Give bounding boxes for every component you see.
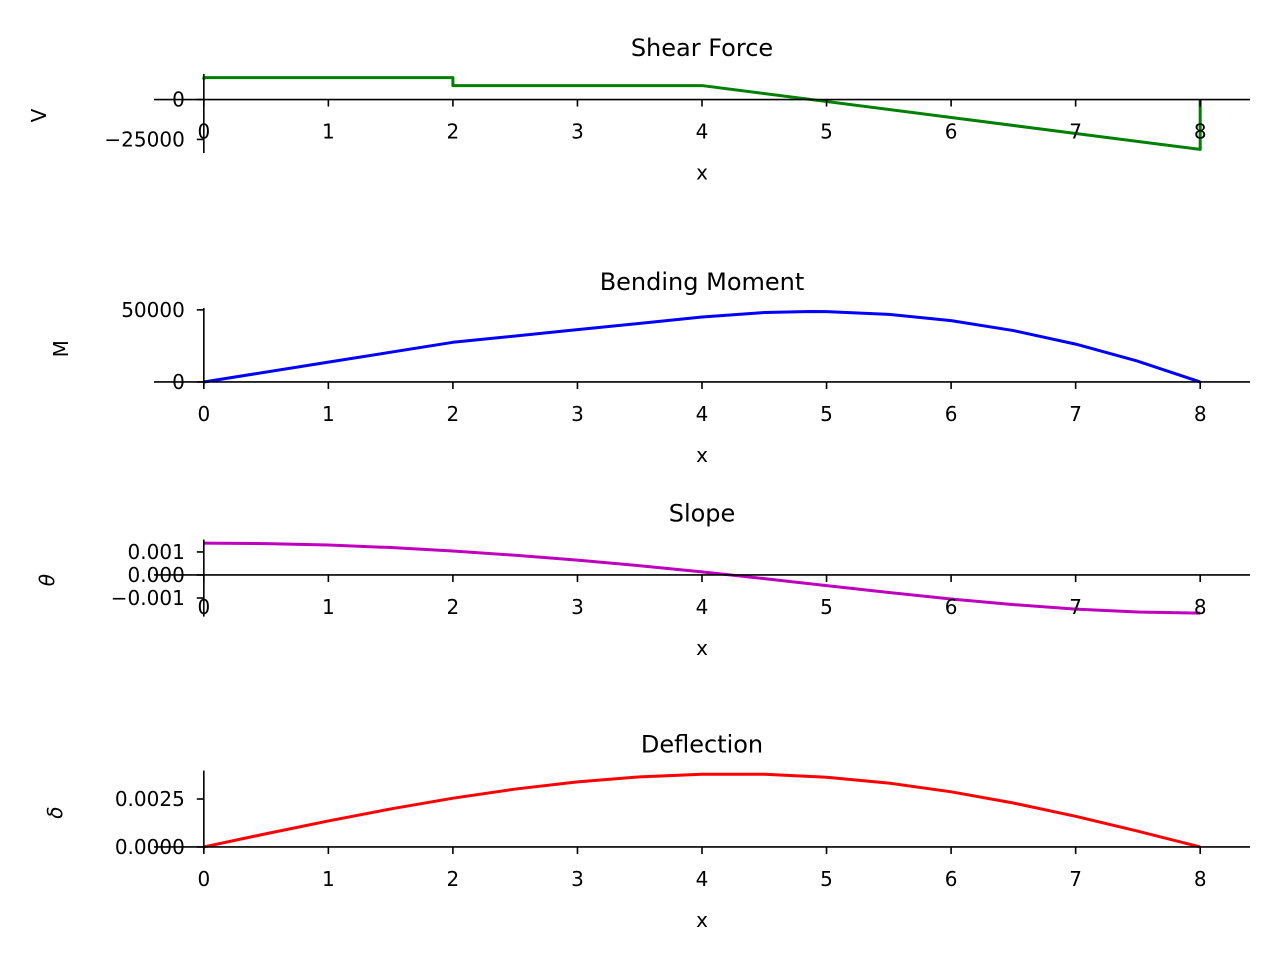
slope-y-axis-label: θ [35, 574, 59, 586]
deflection-series-line [203, 772, 1201, 849]
slope-y-tick-label: 0.001 [128, 540, 185, 564]
deflection-x-tick-label: 0 [197, 867, 210, 891]
deflection-x-tick-label: 4 [696, 867, 709, 891]
shear-x-tick-label: 3 [571, 120, 584, 144]
deflection-x-tick-label: 2 [447, 867, 460, 891]
deflection-x-tick-label: 1 [322, 867, 335, 891]
moment-x-tick-label: 5 [820, 402, 833, 426]
deflection-subplot: Deflection 0 1 2 3 4 5 6 7 8 0.0000 0.0025 x δ [43, 731, 1250, 932]
slope-y-tick-label: −0.001 [111, 586, 185, 610]
moment-y-tick-label: 50000 [121, 298, 185, 322]
moment-x-tick-label: 0 [197, 402, 210, 426]
deflection-x-tick-label: 7 [1069, 867, 1082, 891]
moment-title: Bending Moment [600, 268, 805, 296]
moment-series-line [203, 310, 1201, 384]
deflection-y-tick-label: 0.0000 [115, 835, 185, 859]
shear-x-tick-label: 1 [322, 120, 335, 144]
slope-x-tick-label: 0 [197, 595, 210, 619]
slope-title: Slope [669, 500, 736, 528]
shear-y-tick-label: 0 [172, 88, 185, 112]
slope-x-tick-label: 5 [820, 595, 833, 619]
shear-title: Shear Force [631, 34, 773, 62]
moment-x-tick-label: 2 [447, 402, 460, 426]
slope-x-tick-label: 4 [696, 595, 709, 619]
shear-x-tick-label: 4 [696, 120, 709, 144]
moment-y-tick-label: 0 [172, 370, 185, 394]
deflection-x-tick-label: 3 [571, 867, 584, 891]
moment-x-tick-label: 1 [322, 402, 335, 426]
slope-y-tick-label: 0.000 [128, 563, 185, 587]
deflection-x-tick-label: 8 [1194, 867, 1207, 891]
deflection-x-tick-label: 6 [945, 867, 958, 891]
shear-y-tick-label: −25000 [104, 127, 184, 151]
moment-x-tick-label: 6 [945, 402, 958, 426]
deflection-title: Deflection [641, 731, 763, 759]
shear-x-tick-label: 5 [820, 120, 833, 144]
shear-x-tick-label: 8 [1194, 120, 1207, 144]
moment-x-tick-label: 7 [1069, 402, 1082, 426]
shear-subplot: Shear Force 0 1 2 3 4 5 6 7 8 −25000 0 x V [27, 34, 1250, 185]
slope-x-tick-label: 3 [571, 595, 584, 619]
slope-x-tick-label: 6 [945, 595, 958, 619]
shear-y-axis-label: V [27, 108, 51, 122]
shear-x-tick-label: 6 [945, 120, 958, 144]
deflection-x-axis-label: x [696, 908, 708, 932]
slope-x-tick-label: 1 [322, 595, 335, 619]
deflection-y-tick-label: 0.0025 [115, 787, 185, 811]
slope-x-tick-label: 7 [1069, 595, 1082, 619]
shear-x-tick-label: 7 [1069, 120, 1082, 144]
slope-x-tick-label: 8 [1194, 595, 1207, 619]
shear-x-tick-label: 0 [197, 120, 210, 144]
deflection-y-axis-label: δ [43, 806, 67, 818]
moment-subplot: Bending Moment 0 1 2 3 4 5 6 7 8 0 50000 x M [49, 268, 1250, 467]
moment-x-tick-label: 4 [696, 402, 709, 426]
deflection-x-tick-label: 5 [820, 867, 833, 891]
slope-x-axis-label: x [696, 636, 708, 660]
shear-x-axis-label: x [696, 161, 708, 185]
moment-x-tick-label: 3 [571, 402, 584, 426]
shear-x-tick-label: 2 [447, 120, 460, 144]
moment-x-tick-label: 8 [1194, 402, 1207, 426]
slope-series-line [203, 541, 1201, 615]
slope-x-tick-label: 2 [447, 595, 460, 619]
moment-y-axis-label: M [49, 340, 73, 357]
moment-x-axis-label: x [696, 443, 708, 467]
